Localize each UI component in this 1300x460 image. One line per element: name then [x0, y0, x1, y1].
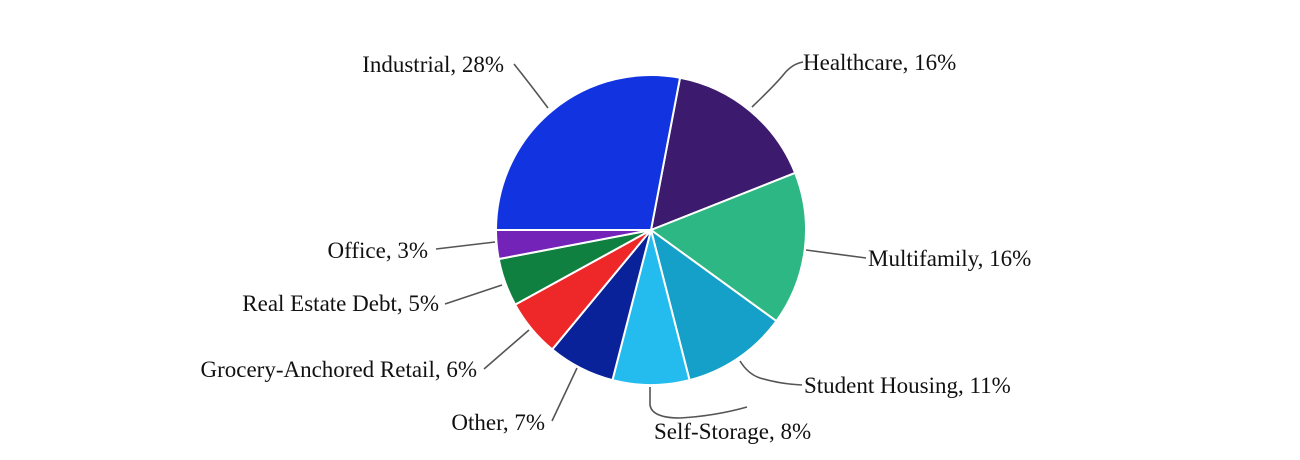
slice-multifamily	[648, 171, 807, 323]
label-real-estate-debt: Real Estate Debt, 5%	[242, 291, 439, 316]
leader-line-office	[435, 241, 496, 250]
leader-line-multifamily	[805, 249, 867, 259]
slice-labels: Healthcare, 16% Multifamily, 16% Student H…	[200, 50, 1031, 444]
slice-industrial	[494, 74, 682, 231]
label-grocery-anchored-retail: Grocery-Anchored Retail, 6%	[200, 357, 477, 382]
label-healthcare: Healthcare, 16%	[803, 50, 956, 75]
label-student-housing: Student Housing, 11%	[804, 373, 1011, 398]
leader-line-self-storage	[649, 387, 748, 419]
leader-line-other	[551, 367, 578, 422]
leader-line-real-estate-debt	[444, 284, 503, 305]
pie-slices	[494, 74, 807, 386]
leader-line-industrial	[513, 63, 549, 109]
label-office: Office, 3%	[328, 238, 428, 263]
label-multifamily: Multifamily, 16%	[868, 246, 1031, 271]
label-industrial: Industrial, 28%	[362, 52, 504, 77]
label-other: Other, 7%	[451, 410, 545, 435]
leader-line-student-housing	[739, 360, 803, 386]
leader-line-healthcare	[751, 61, 804, 108]
slice-student-housing	[649, 227, 778, 382]
leader-lines	[435, 61, 867, 422]
slice-healthcare	[649, 76, 797, 232]
label-self-storage: Self-Storage, 8%	[654, 419, 811, 444]
leader-line-grocery-anchored-retail	[483, 329, 530, 370]
